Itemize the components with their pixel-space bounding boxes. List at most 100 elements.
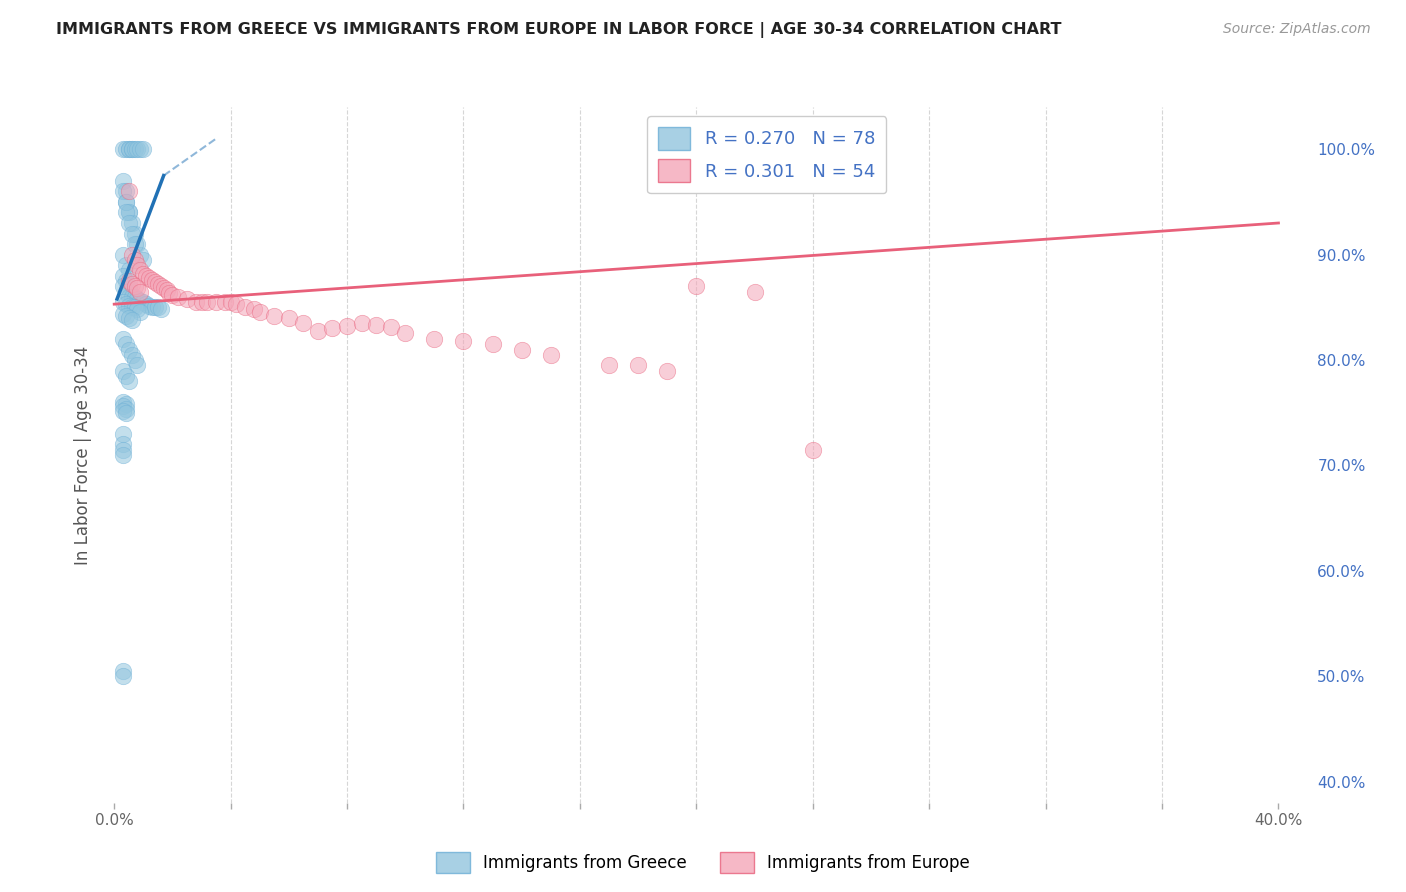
Point <box>114 142 136 156</box>
Point <box>380 320 402 334</box>
Point <box>423 332 446 346</box>
Point <box>124 227 146 241</box>
Point <box>121 142 143 156</box>
Point <box>124 279 146 293</box>
Point <box>118 274 141 288</box>
Point <box>124 353 146 368</box>
Point <box>219 295 242 310</box>
Text: Source: ZipAtlas.com: Source: ZipAtlas.com <box>1223 22 1371 37</box>
Point <box>124 142 146 156</box>
Point <box>233 301 256 315</box>
Point <box>111 307 134 321</box>
Point <box>124 301 146 315</box>
Point <box>127 359 149 373</box>
Point <box>111 400 134 414</box>
Point <box>121 290 143 304</box>
Point <box>111 669 134 683</box>
Point <box>118 279 141 293</box>
Point <box>249 304 271 318</box>
Point <box>111 332 134 346</box>
Point <box>114 397 136 411</box>
Point <box>114 309 136 323</box>
Point <box>132 267 155 281</box>
Point <box>114 285 136 299</box>
Point <box>111 664 134 678</box>
Point <box>149 302 172 317</box>
Point <box>146 277 169 292</box>
Point <box>225 297 247 311</box>
Point <box>143 301 166 315</box>
Point <box>205 295 228 310</box>
Point <box>481 337 503 351</box>
Point <box>143 275 166 289</box>
Point <box>118 299 141 313</box>
Point <box>627 359 650 373</box>
Point <box>118 205 141 219</box>
Point <box>135 297 157 311</box>
Point <box>141 301 163 315</box>
Point <box>127 302 149 317</box>
Legend: Immigrants from Greece, Immigrants from Europe: Immigrants from Greece, Immigrants from … <box>430 846 976 880</box>
Point <box>135 268 157 283</box>
Point <box>121 313 143 327</box>
Point <box>132 295 155 310</box>
Point <box>394 326 416 340</box>
Point <box>118 205 141 219</box>
Point <box>121 247 143 261</box>
Point <box>111 268 134 283</box>
Point <box>118 374 141 388</box>
Point <box>138 270 160 285</box>
Point <box>195 295 218 310</box>
Point <box>321 321 343 335</box>
Point <box>127 292 149 306</box>
Point <box>540 348 562 362</box>
Point <box>127 142 149 156</box>
Legend: R = 0.270   N = 78, R = 0.301   N = 54: R = 0.270 N = 78, R = 0.301 N = 54 <box>647 116 886 194</box>
Point <box>118 263 141 277</box>
Point <box>149 279 172 293</box>
Point <box>114 258 136 272</box>
Point <box>657 363 679 377</box>
Point <box>366 318 388 333</box>
Point <box>118 216 141 230</box>
Point <box>124 290 146 304</box>
Point <box>598 359 620 373</box>
Point <box>159 285 181 300</box>
Point <box>111 142 134 156</box>
Point <box>162 287 184 301</box>
Point <box>118 142 141 156</box>
Point <box>114 205 136 219</box>
Point <box>127 237 149 252</box>
Point <box>114 401 136 416</box>
Point <box>129 247 152 261</box>
Point <box>121 227 143 241</box>
Point <box>190 295 212 310</box>
Point <box>111 403 134 417</box>
Point <box>114 185 136 199</box>
Point <box>111 247 134 261</box>
Point <box>114 194 136 209</box>
Point <box>336 319 359 334</box>
Point <box>141 273 163 287</box>
Point <box>111 437 134 451</box>
Point <box>114 297 136 311</box>
Point <box>121 277 143 292</box>
Point <box>121 348 143 362</box>
Point <box>167 290 190 304</box>
Point <box>129 285 152 299</box>
Point <box>114 337 136 351</box>
Text: IMMIGRANTS FROM GREECE VS IMMIGRANTS FROM EUROPE IN LABOR FORCE | AGE 30-34 CORR: IMMIGRANTS FROM GREECE VS IMMIGRANTS FRO… <box>56 22 1062 38</box>
Point <box>127 258 149 272</box>
Point <box>111 295 134 310</box>
Point <box>114 194 136 209</box>
Point <box>118 142 141 156</box>
Point <box>146 301 169 315</box>
Point <box>118 310 141 325</box>
Point <box>132 142 155 156</box>
Point <box>121 216 143 230</box>
Point <box>129 293 152 308</box>
Point <box>118 290 141 304</box>
Point <box>510 343 533 357</box>
Point <box>111 174 134 188</box>
Point <box>129 304 152 318</box>
